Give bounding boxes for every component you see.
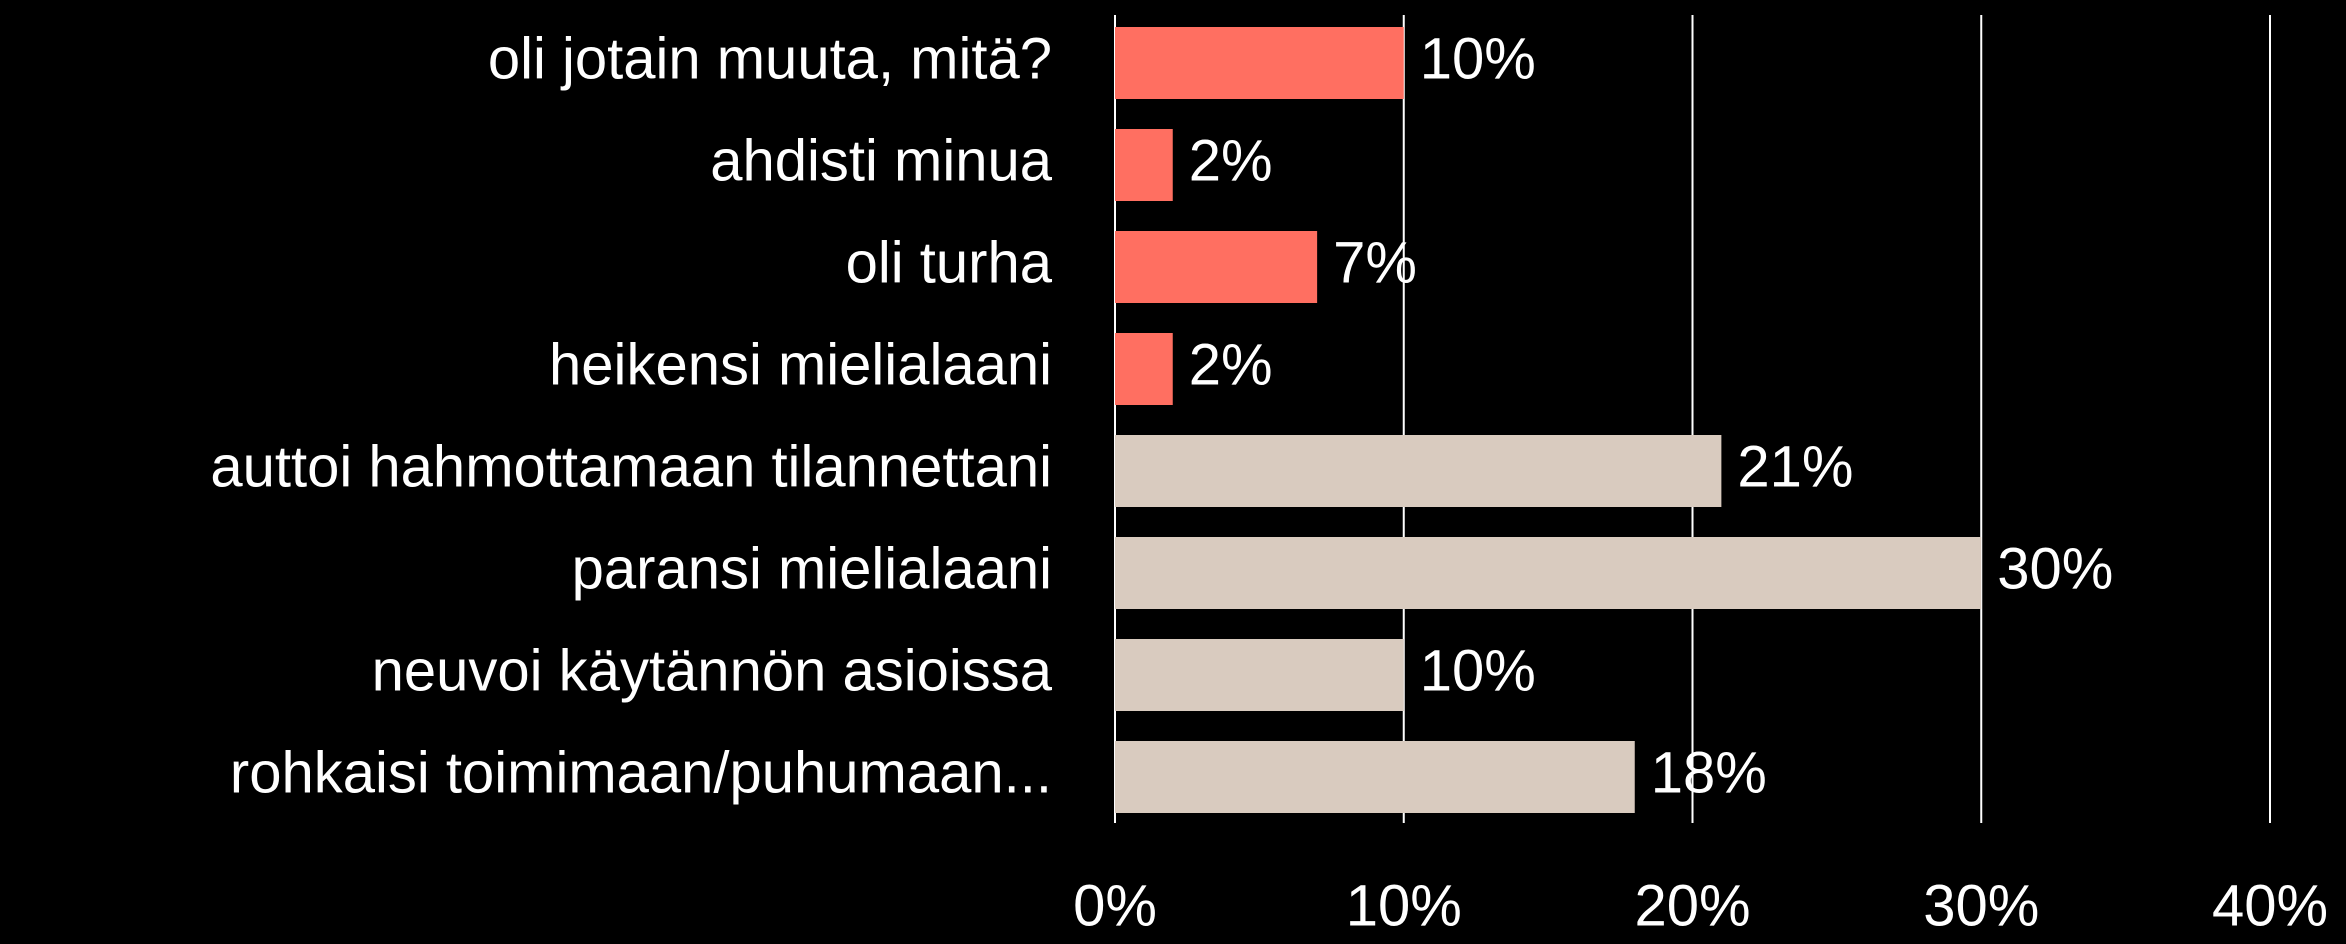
value-label: 10% [1420, 638, 1536, 703]
bar [1115, 27, 1404, 99]
y-tick-label: neuvoi käytännön asioissa [372, 638, 1053, 703]
value-label: 21% [1737, 434, 1853, 499]
value-label: 2% [1189, 332, 1273, 397]
x-tick-label: 40% [2212, 873, 2328, 938]
bar [1115, 333, 1173, 405]
x-tick-label: 30% [1923, 873, 2039, 938]
bar [1115, 741, 1635, 813]
bar [1115, 537, 1982, 609]
bar [1115, 129, 1173, 201]
value-label: 2% [1189, 128, 1273, 193]
y-tick-label: oli jotain muuta, mitä? [488, 26, 1052, 91]
x-tick-label: 20% [1634, 873, 1750, 938]
bar [1115, 639, 1404, 711]
y-tick-label: auttoi hahmottamaan tilannettani [210, 434, 1052, 499]
value-label: 10% [1420, 26, 1536, 91]
value-label: 30% [1997, 536, 2113, 601]
bar [1115, 435, 1722, 507]
x-tick-label: 0% [1073, 873, 1157, 938]
y-tick-label: rohkaisi toimimaan/puhumaan... [230, 740, 1052, 805]
y-tick-label: oli turha [846, 230, 1053, 295]
bar [1115, 231, 1318, 303]
value-label: 7% [1333, 230, 1417, 295]
value-label: 18% [1651, 740, 1767, 805]
y-tick-label: ahdisti minua [710, 128, 1052, 193]
y-tick-label: paransi mielialaani [572, 536, 1052, 601]
y-tick-label: heikensi mielialaani [549, 332, 1052, 397]
x-tick-label: 10% [1346, 873, 1462, 938]
